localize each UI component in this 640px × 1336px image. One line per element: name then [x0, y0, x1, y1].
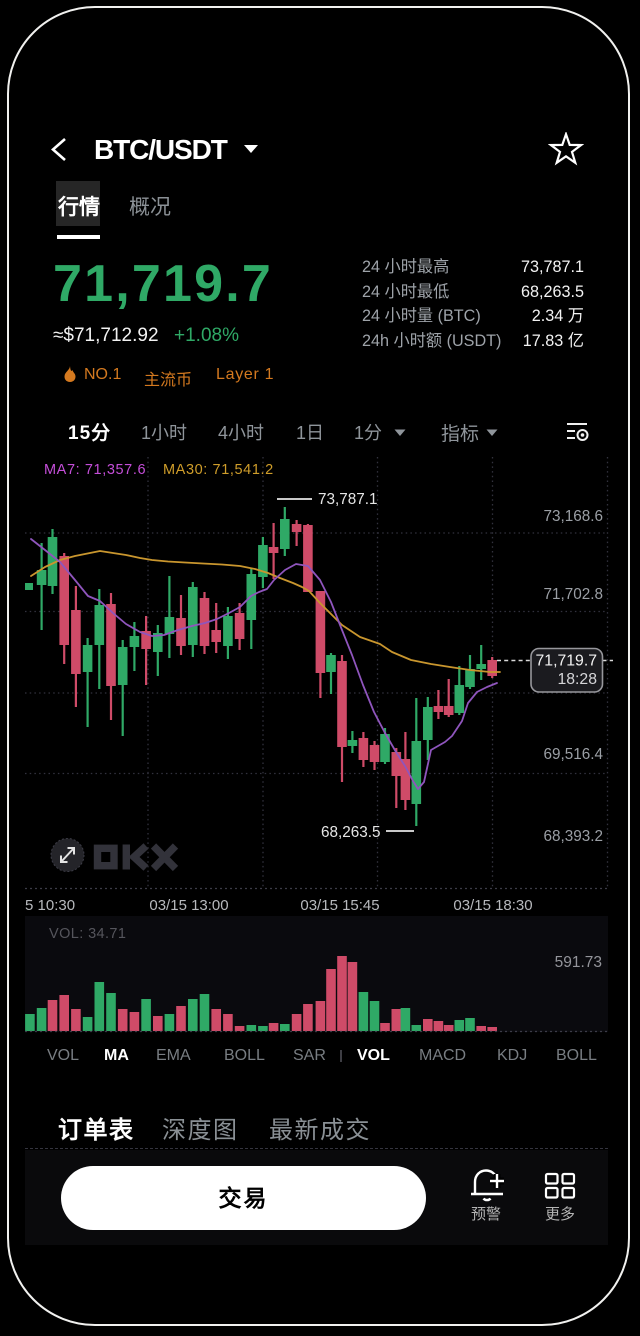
svg-text:18:28: 18:28: [557, 671, 597, 688]
svg-text:03/15 13:00: 03/15 13:00: [149, 897, 228, 914]
svg-text:71,719.7: 71,719.7: [536, 653, 598, 670]
svg-text:69,516.4: 69,516.4: [543, 746, 603, 763]
svg-text:5 10:30: 5 10:30: [25, 897, 75, 914]
svg-text:591.73: 591.73: [555, 954, 602, 971]
svg-text:73,168.6: 73,168.6: [543, 508, 603, 525]
svg-text:73,787.1: 73,787.1: [318, 491, 378, 508]
svg-text:71,702.8: 71,702.8: [543, 586, 603, 603]
svg-text:VOL: 34.71: VOL: 34.71: [49, 926, 126, 942]
svg-text:68,263.5: 68,263.5: [321, 824, 381, 841]
svg-text:MA30: 71,541.2: MA30: 71,541.2: [163, 462, 274, 478]
svg-text:MA7: 71,357.6: MA7: 71,357.6: [44, 462, 146, 478]
svg-text:68,393.2: 68,393.2: [543, 828, 603, 845]
svg-text:03/15 15:45: 03/15 15:45: [300, 897, 379, 914]
svg-text:03/15 18:30: 03/15 18:30: [453, 897, 532, 914]
